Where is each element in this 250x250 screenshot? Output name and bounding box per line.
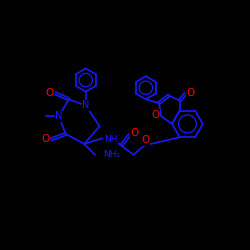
Text: NH₂: NH₂ — [103, 150, 120, 159]
Text: O: O — [152, 110, 160, 120]
Text: N: N — [82, 100, 90, 110]
Text: O: O — [42, 134, 50, 144]
Text: O: O — [46, 88, 54, 98]
Text: NH: NH — [104, 135, 117, 144]
Text: O: O — [130, 128, 138, 138]
Text: O: O — [186, 88, 194, 98]
Text: O: O — [141, 135, 149, 145]
Text: N: N — [55, 111, 62, 121]
